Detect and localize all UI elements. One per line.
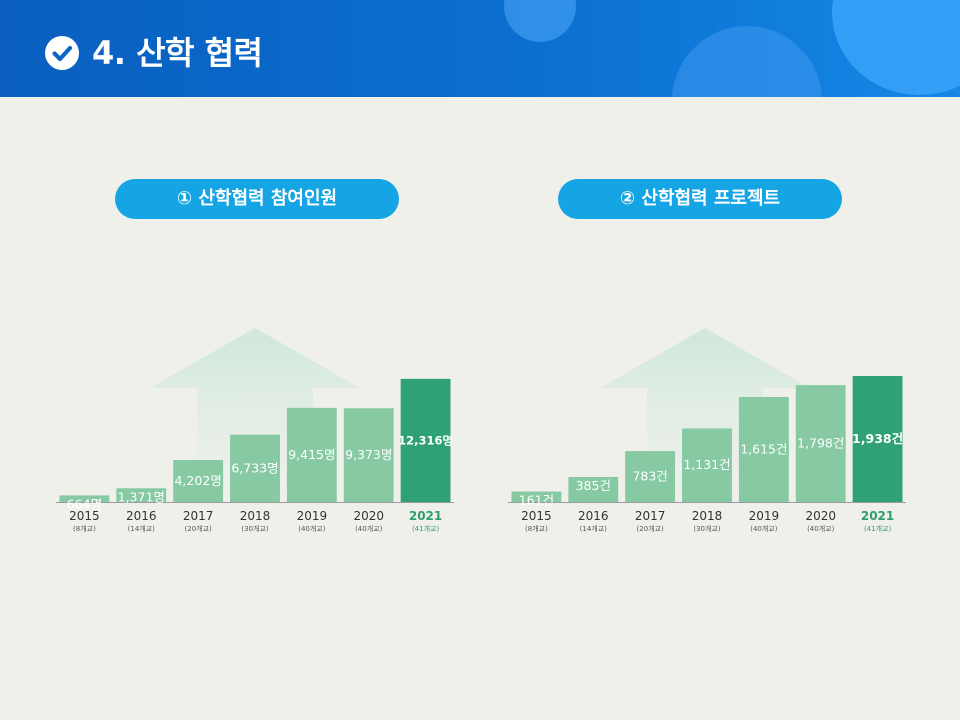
bar-2020	[343, 408, 394, 502]
data-label: 783건	[632, 469, 667, 484]
x-tick-sublabel: (30개교)	[241, 524, 269, 533]
x-tick-sublabel: (14개교)	[128, 524, 156, 533]
data-label: 4,202명	[174, 473, 221, 488]
x-tick-sublabel: (14개교)	[580, 524, 608, 533]
bar-2018	[682, 428, 732, 502]
x-tick-label: 2019	[297, 509, 328, 523]
x-tick-label: 2020	[805, 509, 836, 523]
participants-bar-chart: 664명2015(8개교)1,371명2016(14개교)4,202명2017(…	[56, 328, 454, 533]
page-title: 4. 산학 협력	[92, 34, 263, 72]
x-tick-sublabel: (40개교)	[298, 524, 326, 533]
data-label: 9,373명	[345, 447, 392, 462]
data-label: 385건	[576, 478, 611, 493]
bar-2019	[738, 397, 789, 502]
bar-2017	[625, 451, 676, 502]
x-tick-label: 2016	[578, 509, 609, 523]
x-tick-sublabel: (40개교)	[807, 524, 835, 533]
x-tick-label: 2021	[861, 509, 894, 523]
bar-2019	[286, 407, 337, 502]
data-label: 1,131건	[683, 457, 730, 472]
bar-2015	[59, 495, 110, 502]
data-label: 12,316명	[398, 433, 453, 447]
x-tick-label: 2015	[521, 509, 552, 523]
bar-2015	[511, 491, 562, 502]
bar-2021	[852, 376, 903, 502]
bar-2020	[795, 385, 846, 502]
x-tick-sublabel: (41개교)	[864, 524, 892, 533]
chart-title-projects: ② 산학협력 프로젝트	[558, 179, 842, 219]
x-tick-sublabel: (8개교)	[73, 524, 96, 533]
bar-2021	[400, 378, 451, 502]
x-tick-sublabel: (8개교)	[525, 524, 548, 533]
x-tick-sublabel: (40개교)	[750, 524, 778, 533]
x-tick-label: 2021	[409, 509, 442, 523]
x-tick-label: 2018	[692, 509, 723, 523]
data-label: 1,371명	[118, 489, 165, 504]
check-circle-icon	[45, 36, 79, 70]
bar-2017	[173, 459, 224, 502]
x-tick-label: 2019	[749, 509, 780, 523]
x-tick-sublabel: (41개교)	[412, 524, 440, 533]
data-label: 6,733명	[231, 460, 278, 475]
x-tick-sublabel: (30개교)	[693, 524, 721, 533]
x-tick-sublabel: (40개교)	[355, 524, 383, 533]
data-label: 664명	[67, 496, 102, 511]
data-label: 161건	[519, 493, 554, 508]
x-tick-sublabel: (20개교)	[185, 524, 213, 533]
x-tick-label: 2015	[69, 509, 100, 523]
chart-title-participants: ① 산학협력 참여인원	[115, 179, 399, 219]
x-tick-label: 2017	[635, 509, 666, 523]
data-label: 1,798건	[797, 436, 844, 451]
bar-2016	[568, 476, 619, 502]
data-label: 1,938건	[852, 431, 903, 446]
data-label: 9,415명	[288, 447, 335, 462]
x-tick-sublabel: (20개교)	[637, 524, 665, 533]
header-bar: 4. 산학 협력	[0, 0, 960, 97]
data-label: 1,615건	[740, 442, 787, 457]
x-tick-label: 2017	[183, 509, 214, 523]
x-tick-label: 2018	[240, 509, 271, 523]
x-tick-label: 2020	[353, 509, 384, 523]
bar-2018	[230, 434, 280, 502]
x-tick-label: 2016	[126, 509, 157, 523]
bar-2016	[116, 488, 167, 502]
